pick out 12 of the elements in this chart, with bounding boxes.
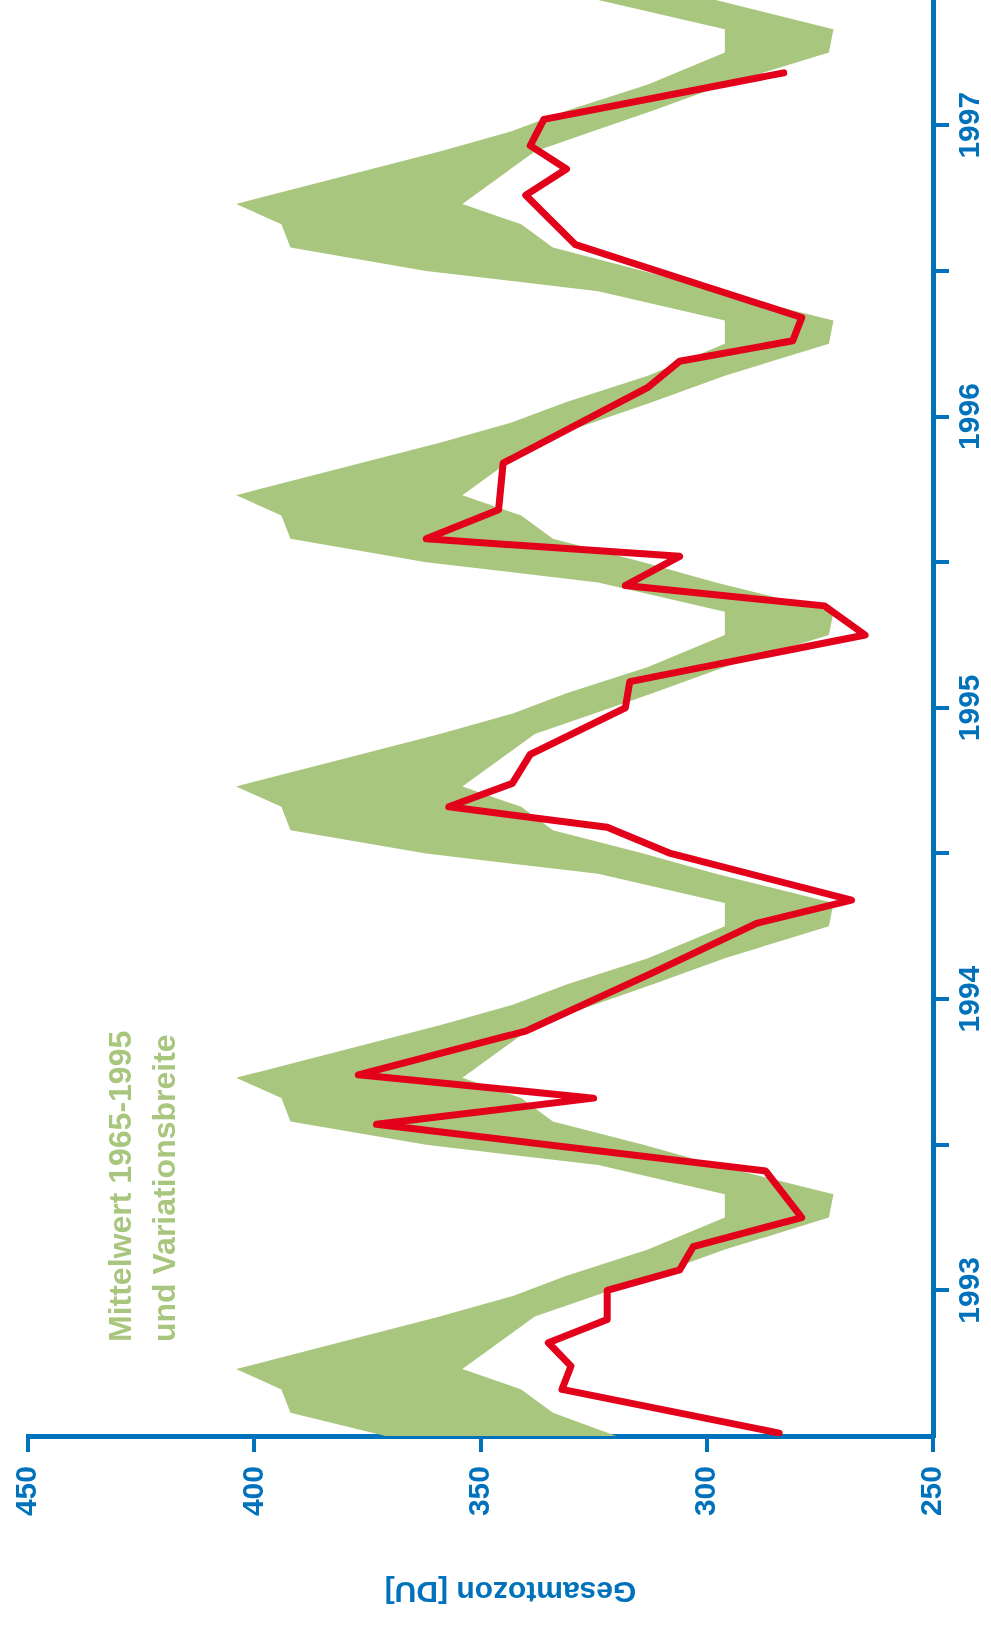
legend-label: Mittelwert 1965-1995 und Variationsbreite xyxy=(101,1030,182,1342)
y-tick-label: 1994 xyxy=(952,965,986,1033)
y-tick-label: 1997 xyxy=(952,91,986,159)
y-tick-label: 1993 xyxy=(952,1256,986,1324)
y-tick-label: 1995 xyxy=(952,674,986,742)
x-tick-label: 300 xyxy=(688,1466,722,1517)
x-tick-label: 400 xyxy=(235,1466,269,1517)
x-tick-label: 450 xyxy=(9,1466,43,1517)
y-tick-label: 1996 xyxy=(952,383,986,450)
x-tick-label: 350 xyxy=(461,1466,495,1517)
x-tick-label: 250 xyxy=(914,1466,948,1517)
x-axis-title: Gesamtozon [DU] xyxy=(384,1575,637,1609)
